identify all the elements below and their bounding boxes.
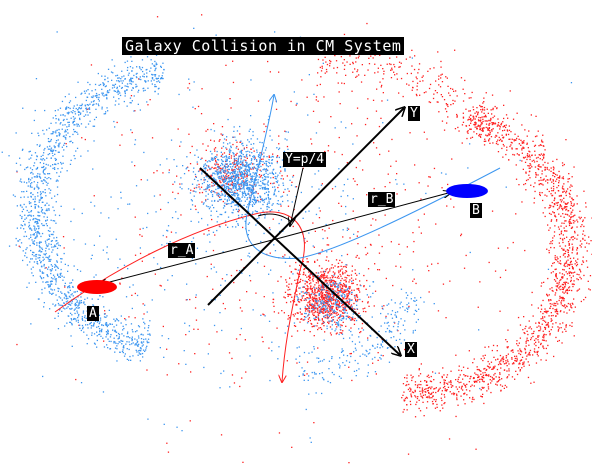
vector-r-b xyxy=(279,192,452,239)
angle-label: Y=p/4 xyxy=(283,152,327,167)
trajectory-a xyxy=(54,211,305,382)
galaxy-b-core xyxy=(446,184,488,198)
r-b-label: r_B xyxy=(368,192,396,207)
angle-pointer xyxy=(290,167,304,226)
galaxy-a-core xyxy=(77,280,117,294)
angle-arc xyxy=(257,213,293,223)
r-a-label: r_A xyxy=(168,243,196,258)
x-axis-label: X xyxy=(405,342,417,357)
galaxy-b-stars xyxy=(1,27,573,443)
x-axis xyxy=(199,167,400,355)
galaxy-b-label: B xyxy=(470,203,482,218)
y-axis xyxy=(207,108,404,306)
trajectory-b xyxy=(245,95,501,259)
vector-r-a xyxy=(98,237,281,285)
galaxy-a-label: A xyxy=(87,306,99,321)
diagram-title: Galaxy Collision in CM System xyxy=(122,37,405,55)
y-axis-label: Y xyxy=(408,106,420,121)
